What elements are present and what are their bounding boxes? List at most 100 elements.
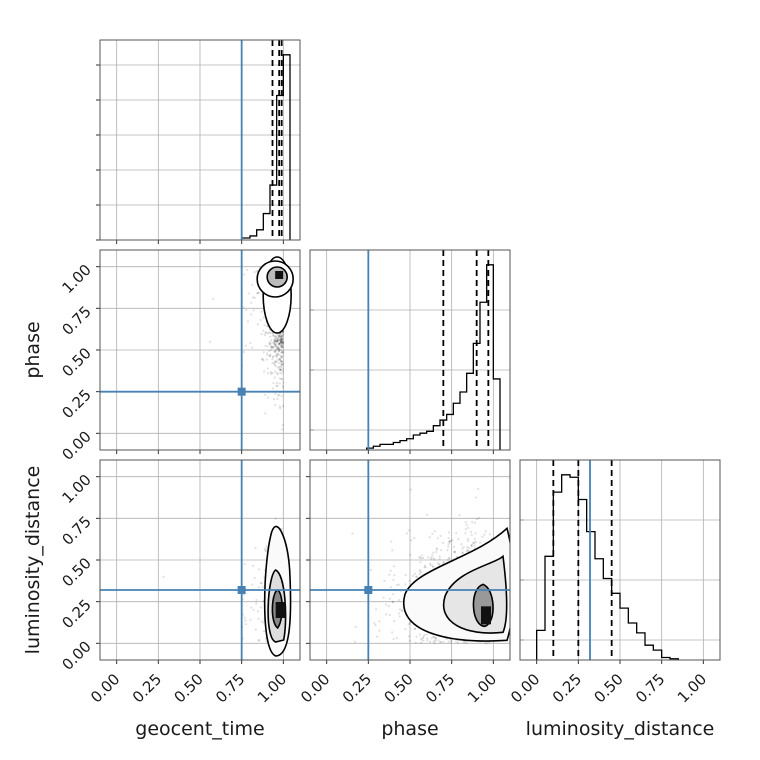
scatter-point [484, 530, 487, 533]
scatter-point [281, 341, 284, 344]
scatter-point [266, 367, 269, 370]
scatter-point [279, 368, 282, 371]
scatter-point [415, 635, 418, 638]
scatter-point [398, 615, 401, 618]
scatter-point [422, 635, 425, 638]
scatter-point [281, 341, 284, 344]
scatter-point [260, 357, 263, 361]
scatter-point [257, 586, 260, 589]
scatter-point [245, 308, 248, 312]
scatter-point [413, 572, 416, 575]
scatter-point [278, 357, 281, 360]
scatter-point [432, 565, 435, 568]
scatter-point [271, 356, 274, 359]
scatter-point [247, 292, 251, 295]
scatter-point [278, 353, 281, 356]
scatter-point [275, 335, 278, 339]
scatter-point [252, 309, 255, 312]
scatter-point [269, 348, 273, 352]
scatter-point [243, 273, 246, 276]
scatter-point [162, 575, 165, 578]
scatter-point [242, 306, 245, 309]
scatter-point [282, 351, 285, 354]
scatter-point [278, 382, 281, 385]
scatter-point [278, 371, 282, 374]
x-tick-label: 0.50 [170, 670, 206, 706]
scatter-point [249, 341, 252, 345]
scatter-point [384, 613, 388, 616]
scatter-point [281, 363, 284, 366]
scatter-point [271, 345, 274, 348]
scatter-point [279, 407, 282, 410]
scatter-point [418, 555, 421, 559]
scatter-point [259, 582, 262, 585]
scatter-point [448, 540, 451, 543]
scatter-point [270, 346, 273, 349]
scatter-point [275, 339, 279, 342]
scatter-point [280, 351, 284, 354]
scatter-point [279, 336, 282, 339]
scatter-point [470, 533, 473, 537]
scatter-point [279, 340, 282, 343]
scatter-point [268, 342, 271, 345]
scatter-point [273, 339, 277, 342]
scatter-point [453, 550, 456, 553]
scatter-point [280, 340, 283, 343]
scatter-point [469, 530, 473, 534]
scatter-point [279, 340, 282, 343]
scatter-point [388, 613, 391, 617]
scatter-point [280, 338, 283, 341]
scatter-point [438, 555, 441, 558]
scatter-point [251, 583, 254, 586]
scatter-point [277, 349, 281, 353]
scatter-point [461, 547, 464, 550]
scatter-point [439, 534, 442, 538]
scatter-point [260, 332, 263, 336]
density-peak [275, 271, 284, 279]
scatter-point [249, 618, 252, 621]
scatter-point [412, 574, 415, 578]
histogram-step [536, 474, 679, 660]
scatter-point [281, 342, 284, 345]
scatter-point [460, 543, 463, 546]
scatter-point [426, 513, 429, 516]
scatter-point [280, 369, 283, 372]
scatter-point [391, 601, 395, 604]
scatter-point [409, 553, 412, 556]
scatter-point [274, 360, 277, 363]
y-tick-label: 0.25 [58, 596, 94, 632]
scatter-point [273, 398, 276, 401]
scatter-point [280, 345, 283, 349]
scatter-point [271, 341, 274, 344]
scatter-point [426, 639, 429, 642]
scatter-point [278, 366, 281, 369]
scatter-point [426, 637, 429, 640]
truth-marker [364, 586, 373, 594]
scatter-point [475, 518, 478, 521]
scatter-point [282, 346, 285, 349]
scatter-point [275, 360, 278, 363]
scatter-point [470, 543, 473, 546]
scatter-point [405, 532, 408, 535]
scatter-point [457, 537, 460, 541]
scatter-point [276, 384, 279, 388]
scatter-point [473, 546, 476, 550]
scatter-point [276, 337, 280, 340]
scatter-point [262, 329, 265, 332]
scatter-point [275, 384, 278, 387]
scatter-point [475, 496, 478, 499]
histogram-phase [309, 249, 511, 454]
scatter-point [374, 624, 377, 627]
scatter-point [278, 405, 281, 408]
scatter-point [274, 342, 277, 345]
scatter-point [278, 338, 281, 341]
scatter-point [429, 563, 432, 567]
scatter-point [275, 354, 278, 357]
scatter-point [262, 359, 265, 362]
scatter-point [280, 360, 283, 363]
scatter-point [435, 547, 438, 550]
scatter-point [432, 635, 435, 638]
scatter-point [447, 556, 450, 560]
scatter-point [473, 521, 477, 524]
scatter-point [448, 540, 451, 543]
